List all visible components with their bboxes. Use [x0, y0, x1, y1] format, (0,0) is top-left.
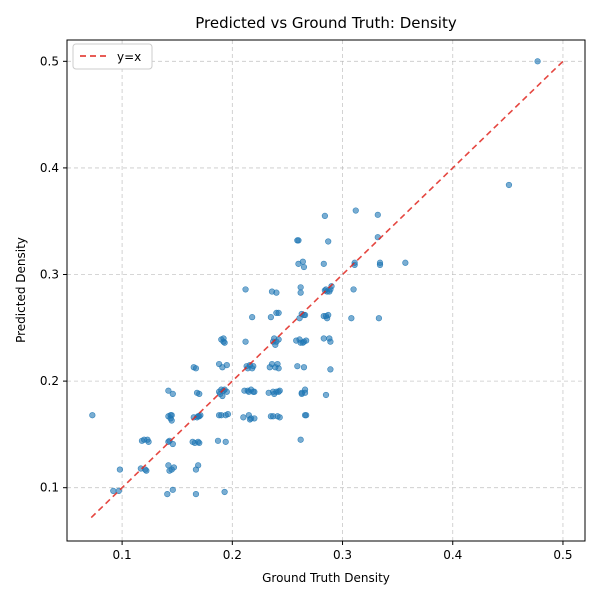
- data-point: [321, 212, 328, 219]
- x-tick-label: 0.2: [223, 548, 242, 562]
- y-tick-label: 0.2: [40, 374, 59, 388]
- data-point: [322, 391, 330, 399]
- data-point: [223, 388, 230, 395]
- data-point: [89, 412, 96, 419]
- data-point: [214, 437, 222, 444]
- data-point: [297, 289, 304, 296]
- data-point: [325, 311, 332, 319]
- data-point: [301, 386, 309, 393]
- data-point: [196, 439, 203, 447]
- data-point: [301, 311, 309, 319]
- data-point: [169, 486, 176, 493]
- data-point: [375, 315, 383, 322]
- data-point: [169, 390, 176, 397]
- legend: y=x: [72, 43, 153, 70]
- data-point: [251, 388, 258, 395]
- legend-label: y=x: [117, 50, 141, 64]
- data-point: [164, 490, 171, 498]
- data-point: [300, 364, 308, 371]
- data-point: [348, 315, 355, 322]
- data-point: [242, 338, 249, 345]
- y-tick-label: 0.1: [40, 481, 59, 495]
- data-point: [276, 387, 283, 394]
- data-point: [350, 286, 357, 293]
- data-point: [402, 259, 409, 266]
- data-point: [275, 365, 282, 372]
- data-point: [192, 365, 200, 372]
- data-point: [275, 336, 282, 343]
- data-point: [320, 335, 327, 342]
- data-point: [300, 263, 308, 271]
- x-tick-label: 0.5: [553, 548, 572, 562]
- y-axis-label: Predicted Density: [14, 237, 28, 343]
- data-point: [275, 309, 282, 316]
- data-point: [143, 467, 150, 474]
- data-point: [219, 392, 226, 400]
- y-tick-label: 0.4: [40, 161, 59, 175]
- data-point: [223, 362, 230, 369]
- y-tick-label: 0.5: [40, 54, 59, 68]
- data-point: [221, 488, 228, 496]
- x-tick-label: 0.1: [113, 548, 132, 562]
- data-point: [325, 238, 332, 245]
- data-point: [110, 487, 117, 495]
- data-point: [197, 412, 204, 419]
- data-point: [249, 314, 256, 321]
- data-point: [168, 412, 175, 419]
- data-point: [240, 414, 247, 421]
- data-point: [165, 387, 172, 394]
- data-point: [295, 237, 302, 244]
- data-point: [251, 415, 258, 422]
- data-point: [221, 339, 228, 346]
- data-point: [267, 314, 274, 321]
- y-tick-label: 0.3: [40, 268, 59, 282]
- data-point: [196, 390, 203, 397]
- data-point: [169, 440, 176, 448]
- data-point: [170, 464, 178, 471]
- data-point: [376, 259, 384, 266]
- grid: [67, 40, 585, 541]
- data-point: [224, 411, 232, 418]
- data-point: [168, 417, 175, 424]
- data-point: [145, 438, 152, 445]
- data-point: [374, 211, 381, 218]
- data-point: [297, 436, 304, 443]
- data-point: [192, 490, 200, 498]
- data-point: [303, 337, 310, 344]
- legend-box: [72, 43, 153, 70]
- data-point: [195, 462, 202, 469]
- data-points: [89, 58, 541, 498]
- data-point: [294, 363, 301, 370]
- data-point: [505, 181, 513, 189]
- x-tick-label: 0.3: [333, 548, 352, 562]
- data-point: [352, 207, 359, 214]
- data-point: [303, 412, 310, 419]
- data-point: [222, 438, 229, 445]
- data-point: [327, 366, 334, 373]
- data-point: [327, 338, 334, 345]
- data-point: [116, 466, 124, 473]
- data-point: [299, 258, 306, 265]
- chart-title: Predicted vs Ground Truth: Density: [195, 14, 457, 32]
- axis-ticks: 0.1 0.2 0.3 0.4 0.5 0.1 0.2 0.3 0.4 0.5: [40, 54, 573, 562]
- data-point: [297, 284, 304, 291]
- data-point: [320, 260, 327, 267]
- data-point: [276, 414, 283, 421]
- data-point: [242, 286, 249, 293]
- data-point: [534, 58, 541, 65]
- x-tick-label: 0.4: [443, 548, 462, 562]
- plot-area-frame: [66, 39, 586, 542]
- x-axis-label: Ground Truth Density: [262, 571, 390, 585]
- data-point: [273, 289, 280, 296]
- data-point: [250, 363, 257, 370]
